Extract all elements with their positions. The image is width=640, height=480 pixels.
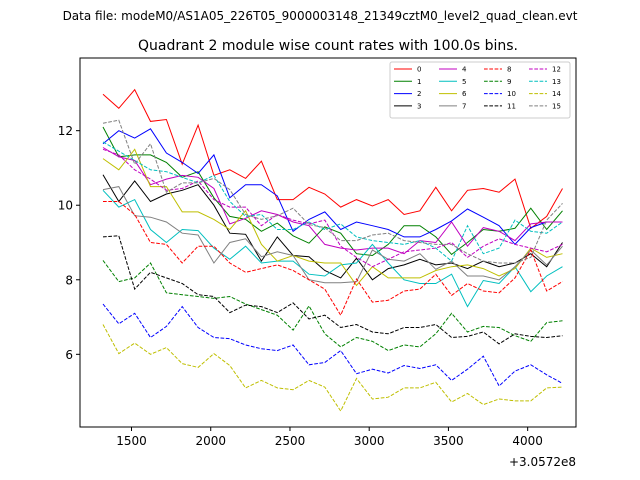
- legend-label-8: 8: [507, 66, 511, 74]
- legend-label-12: 12: [552, 66, 561, 74]
- series-12-line: [102, 148, 563, 268]
- legend-label-14: 14: [552, 90, 561, 98]
- legend-label-13: 13: [552, 78, 561, 86]
- series-0-line: [102, 88, 563, 230]
- legend-label-2: 2: [417, 90, 421, 98]
- x-tick-label: 1500: [116, 434, 147, 448]
- x-axis: 1500 2000 2500 3000 3500 4000: [116, 427, 543, 448]
- legend-label-1: 1: [417, 78, 421, 86]
- legend-label-6: 6: [462, 90, 467, 98]
- legend-label-0: 0: [417, 66, 421, 74]
- legend-label-11: 11: [507, 102, 516, 110]
- x-offset-label: +3.0572e8: [509, 455, 576, 469]
- chart-title: Quadrant 2 module wise count rates with …: [138, 38, 518, 54]
- legend-label-10: 10: [507, 90, 516, 98]
- y-tick-label: 6: [65, 348, 73, 362]
- x-tick-label: 3000: [354, 434, 385, 448]
- legend-label-9: 9: [507, 78, 511, 86]
- x-tick-label: 3500: [433, 434, 464, 448]
- x-tick-label: 2000: [195, 434, 226, 448]
- series-1-line: [102, 126, 563, 257]
- legend-label-4: 4: [462, 66, 467, 74]
- series-13-line: [102, 141, 563, 262]
- legend-label-5: 5: [462, 78, 466, 86]
- series-2-line: [102, 128, 563, 246]
- series-15-line: [102, 119, 563, 264]
- series-11-line: [102, 235, 563, 345]
- legend-label-15: 15: [552, 102, 561, 110]
- series-7-line: [102, 186, 563, 284]
- data-file-caption: Data file: modeM0/AS1A05_226T05_90000031…: [63, 9, 578, 23]
- legend-label-7: 7: [462, 102, 466, 110]
- series-3-line: [102, 174, 563, 281]
- plot-frame: [79, 57, 577, 428]
- x-tick-label: 4000: [512, 434, 543, 448]
- y-axis: 6 8 10 12: [58, 124, 80, 362]
- y-tick-label: 12: [58, 124, 73, 138]
- x-tick-label: 2500: [275, 434, 306, 448]
- legend-label-3: 3: [417, 102, 421, 110]
- series-9-line: [102, 260, 563, 352]
- y-tick-label: 10: [58, 199, 73, 213]
- series-10-line: [102, 303, 563, 387]
- series-14-line: [102, 324, 563, 413]
- y-tick-label: 8: [65, 273, 73, 287]
- legend-box: [389, 61, 571, 119]
- series-layer: [102, 88, 563, 413]
- series-6-line: [102, 148, 563, 287]
- series-8-line: [103, 201, 563, 317]
